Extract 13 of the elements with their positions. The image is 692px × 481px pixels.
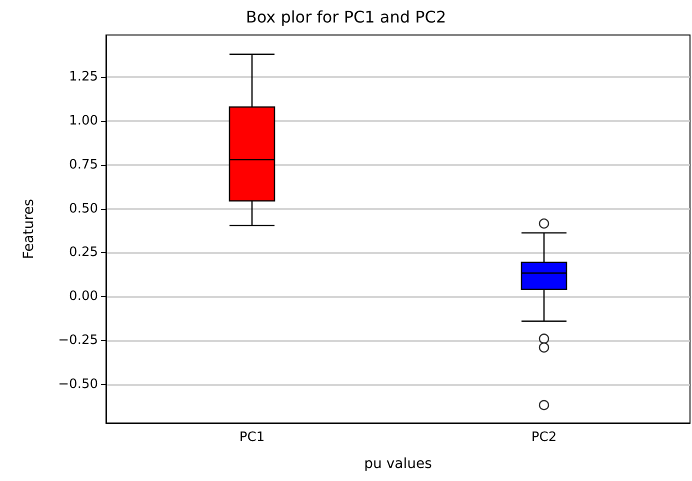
x-axis-title: pu values xyxy=(364,456,432,472)
x-tick-label: PC2 xyxy=(531,430,557,445)
y-tick-label: 0.50 xyxy=(69,201,98,216)
y-tick-label: 1.25 xyxy=(69,70,98,85)
chart-title: Box plor for PC1 and PC2 xyxy=(246,8,446,26)
y-tick-label: 1.00 xyxy=(69,114,98,129)
y-tick-label: 0.00 xyxy=(69,289,98,304)
x-tick-label: PC1 xyxy=(239,430,265,445)
y-tick-label: 0.25 xyxy=(69,245,98,260)
y-tick-label: 0.75 xyxy=(69,157,98,172)
y-tick-label: −0.25 xyxy=(58,332,98,348)
y-axis-title: Features xyxy=(21,198,37,260)
y-tick-label: −0.50 xyxy=(58,376,98,392)
